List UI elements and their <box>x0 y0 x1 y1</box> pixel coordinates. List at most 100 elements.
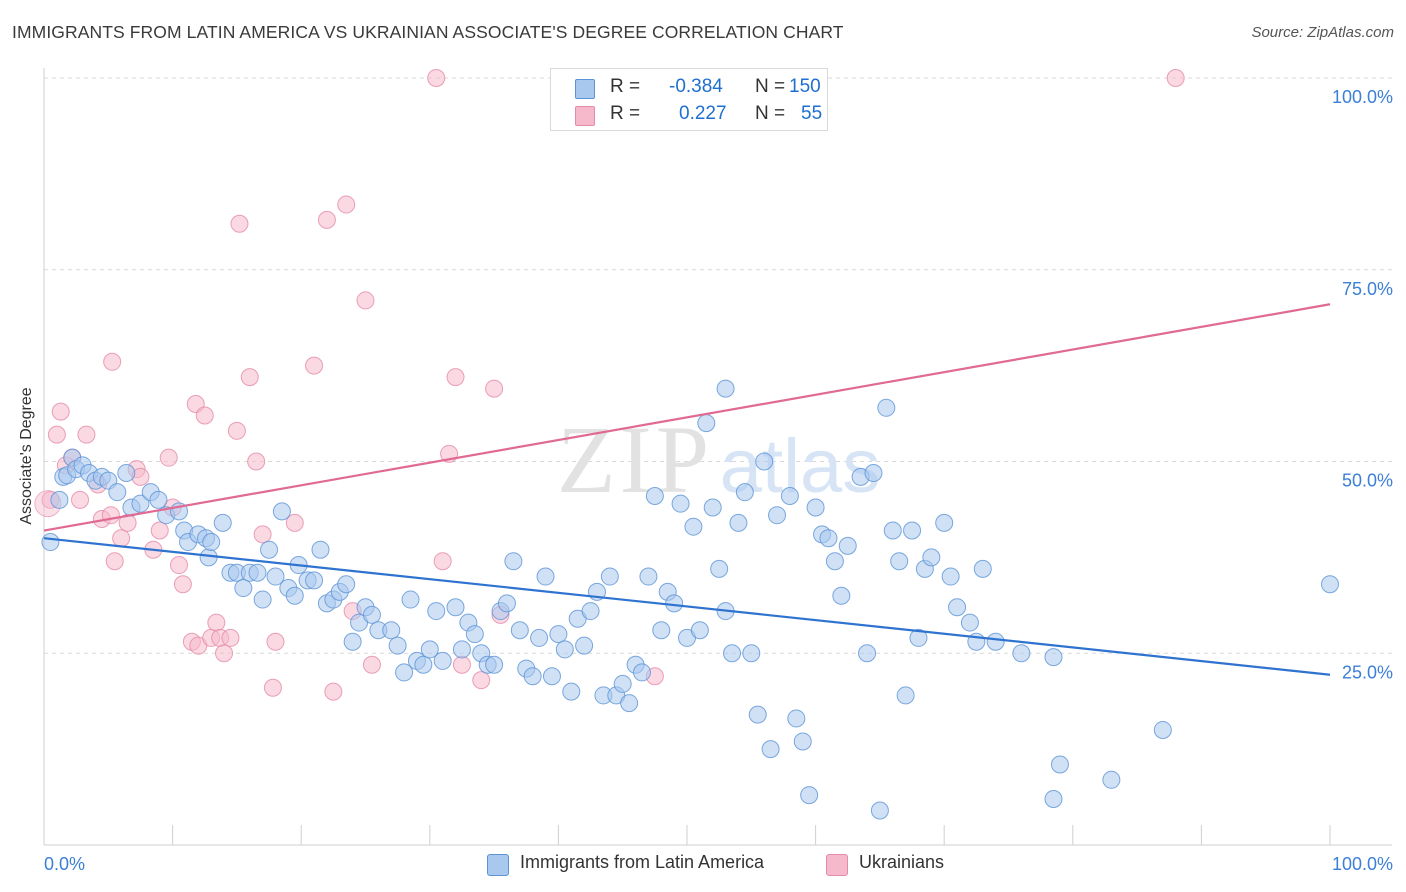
point-latin-america <box>613 674 632 693</box>
point-ukrainians <box>317 210 336 229</box>
point-latin-america <box>562 682 581 701</box>
point-latin-america <box>806 498 825 517</box>
point-ukrainians <box>207 613 226 632</box>
point-latin-america <box>248 563 267 582</box>
legend-n-label: N = <box>755 76 786 97</box>
point-latin-america <box>600 567 619 586</box>
point-latin-america <box>793 732 812 751</box>
point-ukrainians <box>485 379 504 398</box>
point-ukrainians <box>195 406 214 425</box>
point-latin-america <box>941 567 960 586</box>
point-latin-america <box>723 644 742 663</box>
point-latin-america <box>530 628 549 647</box>
point-ukrainians <box>472 671 491 690</box>
point-latin-america <box>41 533 60 552</box>
bottom-legend-swatch-pink <box>826 854 848 876</box>
point-latin-america <box>497 594 516 613</box>
point-ukrainians <box>253 525 272 544</box>
point-latin-america <box>735 483 754 502</box>
point-ukrainians <box>105 552 124 571</box>
point-latin-america <box>382 621 401 640</box>
point-latin-america <box>768 506 787 525</box>
point-latin-america <box>858 644 877 663</box>
point-latin-america <box>542 667 561 686</box>
point-latin-america <box>131 494 150 513</box>
point-latin-america <box>864 464 883 483</box>
point-latin-america <box>819 529 838 548</box>
point-ukrainians <box>51 402 70 421</box>
point-latin-america <box>343 632 362 651</box>
trend-line <box>43 537 1331 676</box>
legend-box: R = -0.384 N = 150 R = 0.227 N = 55 <box>550 68 828 131</box>
point-latin-america <box>922 548 941 567</box>
point-latin-america <box>452 640 471 659</box>
legend-swatch-blue <box>575 79 595 99</box>
point-latin-america <box>549 625 568 644</box>
point-latin-america <box>446 598 465 617</box>
point-latin-america <box>305 571 324 590</box>
point-ukrainians <box>159 448 178 467</box>
chart-title: IMMIGRANTS FROM LATIN AMERICA VS UKRAINI… <box>12 22 844 42</box>
point-latin-america <box>870 801 889 820</box>
point-ukrainians <box>240 368 259 387</box>
point-latin-america <box>825 552 844 571</box>
point-latin-america <box>581 602 600 621</box>
point-latin-america <box>213 513 232 532</box>
point-latin-america <box>395 663 414 682</box>
point-latin-america <box>755 452 774 471</box>
point-latin-america <box>433 651 452 670</box>
point-latin-america <box>652 621 671 640</box>
point-latin-america <box>748 705 767 724</box>
point-ukrainians <box>71 490 90 509</box>
point-ukrainians <box>433 552 452 571</box>
point-latin-america <box>285 586 304 605</box>
y-tick-label: 25.0% <box>1342 662 1393 682</box>
point-latin-america <box>703 498 722 517</box>
point-ukrainians <box>77 425 96 444</box>
point-latin-america <box>272 502 291 521</box>
point-latin-america <box>671 494 690 513</box>
y-tick-label: 100.0% <box>1332 87 1393 107</box>
point-latin-america <box>485 655 504 674</box>
point-latin-america <box>1050 755 1069 774</box>
point-latin-america <box>510 621 529 640</box>
point-ukrainians <box>263 678 282 697</box>
point-latin-america <box>645 487 664 506</box>
point-latin-america <box>575 636 594 655</box>
point-ukrainians <box>337 195 356 214</box>
legend-swatch-pink <box>575 106 595 126</box>
point-ukrainians <box>112 529 131 548</box>
source-label: Source: ZipAtlas.com <box>1251 24 1394 41</box>
point-latin-america <box>639 567 658 586</box>
point-latin-america <box>742 644 761 663</box>
point-latin-america <box>414 655 433 674</box>
y-tick-label: 75.0% <box>1342 279 1393 299</box>
legend-n-value: 150 <box>789 76 821 97</box>
point-latin-america <box>960 613 979 632</box>
point-latin-america <box>684 517 703 536</box>
point-latin-america <box>311 540 330 559</box>
point-ukrainians <box>101 506 120 525</box>
point-latin-america <box>420 640 439 659</box>
legend-r-value: -0.384 <box>669 76 723 97</box>
point-latin-america <box>388 636 407 655</box>
point-ukrainians <box>305 356 324 375</box>
legend-r-label: R = <box>610 103 641 124</box>
point-latin-america <box>1153 720 1172 739</box>
point-latin-america <box>883 521 902 540</box>
point-ukrainians <box>215 644 234 663</box>
point-ukrainians <box>230 214 249 233</box>
point-latin-america <box>1321 575 1339 594</box>
legend-r-value: 0.227 <box>679 103 727 124</box>
point-latin-america <box>838 536 857 555</box>
point-latin-america <box>716 379 735 398</box>
point-latin-america <box>973 559 992 578</box>
point-latin-america <box>729 513 748 532</box>
point-latin-america <box>362 605 381 624</box>
point-latin-america <box>202 533 221 552</box>
point-ukrainians <box>170 556 189 575</box>
bottom-legend-swatch-blue <box>487 854 509 876</box>
point-latin-america <box>1044 789 1063 808</box>
point-ukrainians <box>150 521 169 540</box>
point-latin-america <box>896 686 915 705</box>
